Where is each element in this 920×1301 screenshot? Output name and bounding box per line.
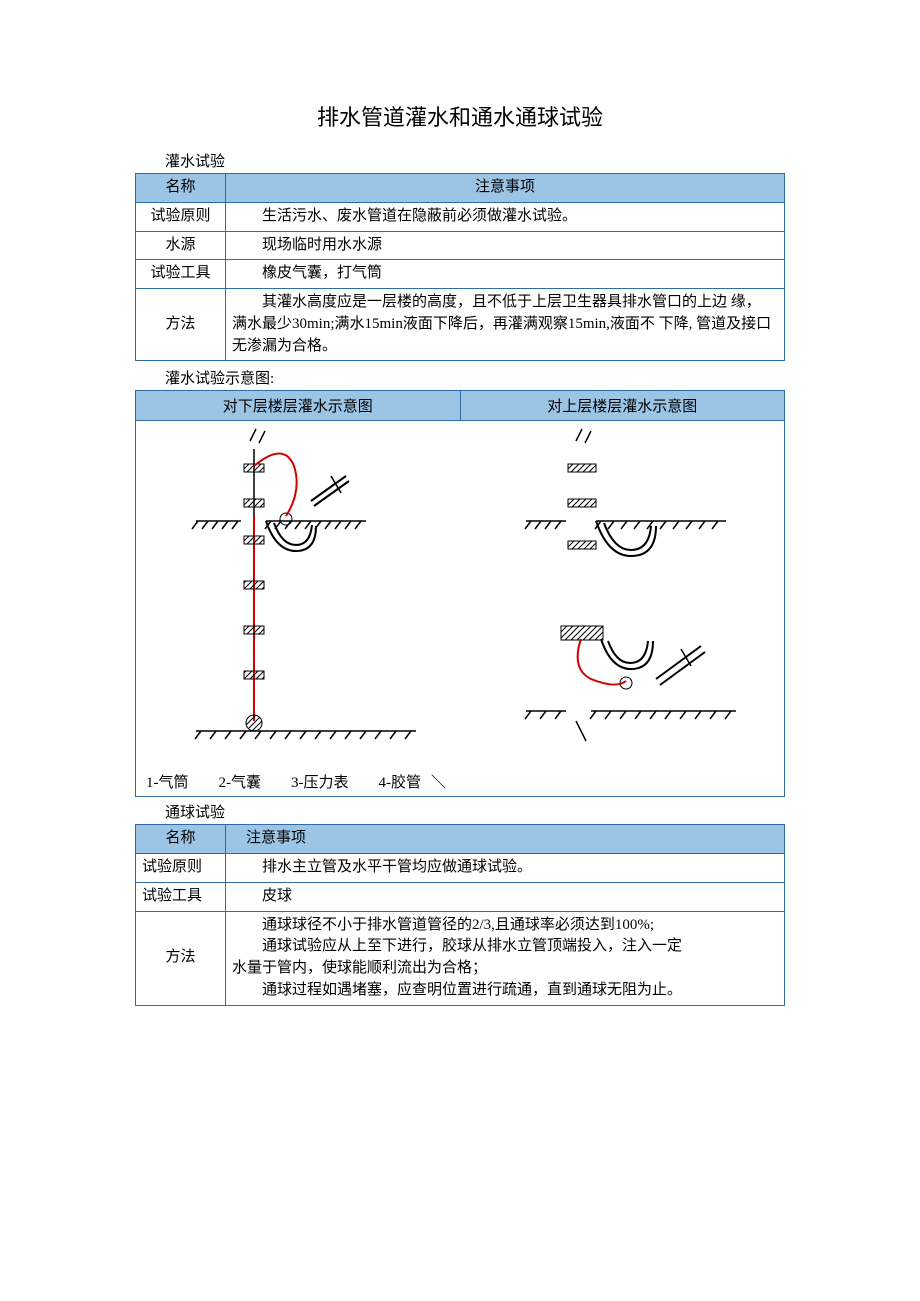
- section2-label: 通球试验: [135, 801, 785, 822]
- table-row: 方法 其灌水高度应是一层楼的高度，且不低于上层卫生器具排水管口的上边 缘， 满水…: [136, 289, 785, 361]
- section1-label: 灌水试验: [135, 150, 785, 171]
- legend-3: 3-压力表: [291, 771, 349, 792]
- left-panel: [192, 429, 416, 739]
- diagram-container: 对下层楼层灌水示意图 对上层楼层灌水示意图: [135, 390, 785, 797]
- section1-table: 名称 注意事项 试验原则 生活污水、废水管道在隐蔽前必须做灌水试验。 水源 现场…: [135, 173, 785, 361]
- section2-table: 名称 注意事项 试验原则 排水主立管及水平干管均应做通球试验。 试验工具 皮球 …: [135, 824, 785, 1005]
- cell-note: 排水主立管及水平干管均应做通球试验。: [226, 854, 785, 883]
- diagram-svg: [136, 421, 784, 771]
- diagram-header-right: 对上层楼层灌水示意图: [461, 391, 785, 421]
- section1-header-name: 名称: [136, 174, 226, 203]
- diagram-body: [136, 421, 784, 771]
- cell-name: 试验原则: [136, 202, 226, 231]
- cell-name: 试验工具: [136, 882, 226, 911]
- cell-name: 试验原则: [136, 854, 226, 883]
- table-row: 试验原则 生活污水、废水管道在隐蔽前必须做灌水试验。: [136, 202, 785, 231]
- table-row: 试验工具 橡皮气囊，打气筒: [136, 260, 785, 289]
- legend-4: 4-胶管: [379, 771, 422, 792]
- table-row: 试验工具 皮球: [136, 882, 785, 911]
- diagram-legend: 1-气筒 2-气囊 3-压力表 4-胶管 ＼: [136, 771, 784, 796]
- cell-name: 方法: [136, 289, 226, 361]
- section1-header-note: 注意事项: [226, 174, 785, 203]
- legend-1: 1-气筒: [146, 771, 189, 792]
- cell-note: 现场临时用水水源: [226, 231, 785, 260]
- cell-note: 皮球: [226, 882, 785, 911]
- section2-header-name: 名称: [136, 825, 226, 854]
- diagram-header-left: 对下层楼层灌水示意图: [136, 391, 461, 421]
- right-panel: [525, 429, 736, 741]
- cell-note: 其灌水高度应是一层楼的高度，且不低于上层卫生器具排水管口的上边 缘， 满水最少3…: [226, 289, 785, 361]
- table-row: 方法 通球球径不小于排水管道管径的2/3,且通球率必须达到100%; 通球试验应…: [136, 911, 785, 1005]
- table-row: 水源 现场临时用水水源: [136, 231, 785, 260]
- diagram-label: 灌水试验示意图:: [135, 367, 785, 388]
- table-row: 试验原则 排水主立管及水平干管均应做通球试验。: [136, 854, 785, 883]
- section2-header-note: 注意事项: [226, 825, 785, 854]
- cell-note: 生活污水、废水管道在隐蔽前必须做灌水试验。: [226, 202, 785, 231]
- legend-2: 2-气囊: [219, 771, 262, 792]
- cell-name: 试验工具: [136, 260, 226, 289]
- document-title: 排水管道灌水和通水通球试验: [135, 100, 785, 132]
- cell-note: 通球球径不小于排水管道管径的2/3,且通球率必须达到100%; 通球试验应从上至…: [226, 911, 785, 1005]
- cell-name: 水源: [136, 231, 226, 260]
- cell-note: 橡皮气囊，打气筒: [226, 260, 785, 289]
- cell-name: 方法: [136, 911, 226, 1005]
